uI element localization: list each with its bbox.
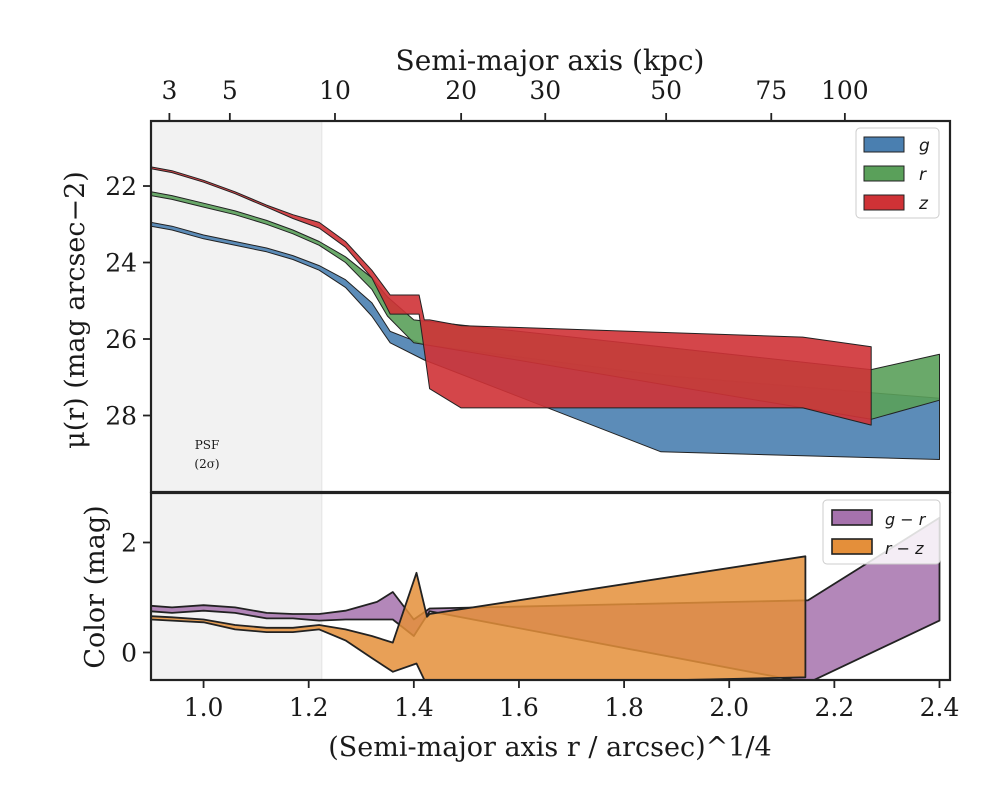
top-tick-label: 5 [222,76,238,105]
top-tick-label: 3 [161,76,177,105]
top-tick-label: 30 [529,76,561,105]
psf-label: PSF [195,438,220,452]
psf-region-bottom [151,493,322,680]
band-r-z [151,555,807,680]
legend-swatch-g [863,136,905,153]
bottom-legend: g − r r − z [822,499,941,565]
x-tick-label: 1.6 [499,693,539,722]
x-tick-label: 2.2 [814,693,854,722]
top-tick-label: 20 [445,76,477,105]
x-tick-label: 2.4 [920,693,960,722]
x-axis-title: (Semi-major axis r / arcsec)^1/4 [328,732,771,763]
color-tick-label: 2 [121,529,137,558]
top-panel-bands [151,166,940,460]
x-tick-label: 1.2 [289,693,329,722]
top-tick-label: 100 [821,76,869,105]
axis-ticks: 1.0 1.2 1.4 1.6 1.8 2.0 2.2 2.43 5 10 20 30 50 75 1002… [105,76,959,722]
legend-label-r-z: r − z [885,539,924,558]
top-y-axis-title: μ(r) (mag arcsec−2) [60,171,91,449]
bottom-panel-frame [149,491,952,682]
x-tick-label: 2.0 [709,693,749,722]
legend-swatch-g-r [831,509,873,526]
x-tick-label: 1.4 [394,693,434,722]
psf-sublabel: (2σ) [194,457,219,471]
color-tick-label: 0 [121,639,137,668]
mu-tick-label: 28 [105,402,137,431]
legend-swatch-z [863,194,905,211]
bottom-y-axis-title: Color (mag) [80,505,111,668]
legend-label-r: r [919,165,927,185]
top-tick-label: 75 [755,76,787,105]
x-tick-label: 1.0 [184,693,224,722]
legend-swatch-r-z [831,538,873,555]
legend-label-g-r: g − r [885,510,927,529]
top-tick-label: 50 [650,76,682,105]
legend-label-z: z [918,194,929,214]
top-axis-title: Semi-major axis (kpc) [396,44,705,77]
bottom-panel-bands [151,516,941,680]
band-mu-z [151,166,872,426]
legend-label-g: g [919,136,930,156]
psf-region-top [151,121,322,492]
mu-tick-label: 26 [105,325,137,354]
top-legend: g r z [855,127,940,219]
mu-tick-label: 22 [105,172,137,201]
top-tick-label: 10 [319,76,351,105]
mu-tick-label: 24 [105,249,137,278]
legend-swatch-r [863,165,905,182]
x-tick-label: 1.8 [604,693,644,722]
